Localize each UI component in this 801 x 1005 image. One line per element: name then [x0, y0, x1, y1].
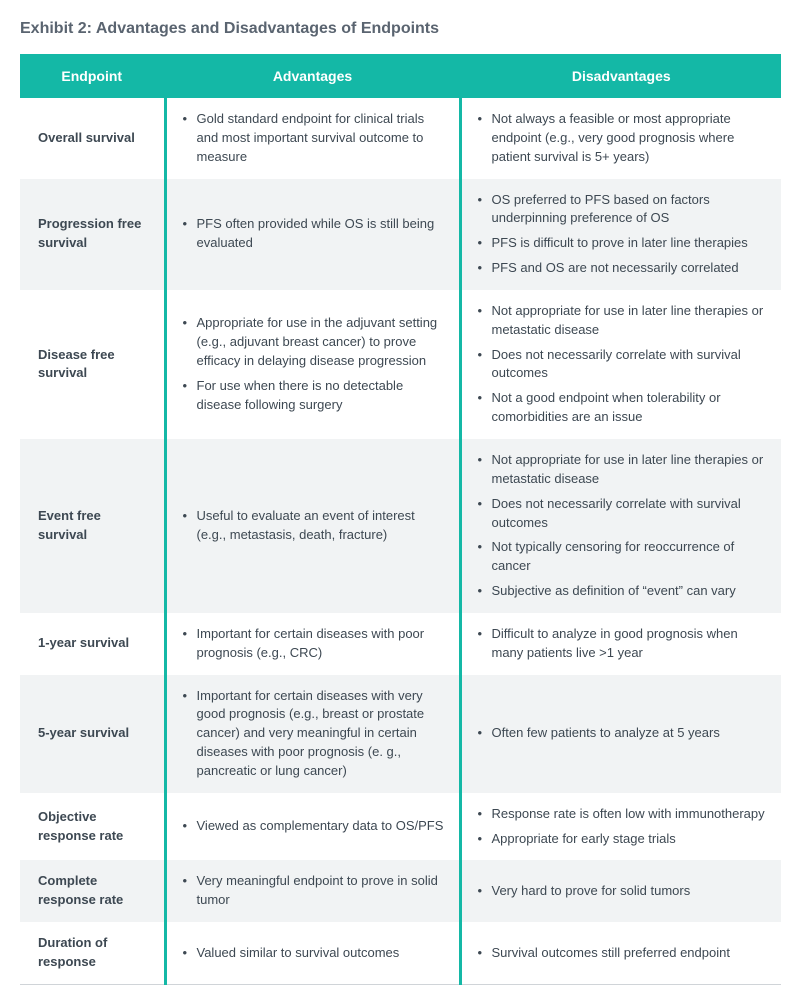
- advantages-cell: Important for certain diseases with very…: [165, 675, 460, 793]
- table-row: Overall survival Gold standard endpoint f…: [20, 98, 781, 179]
- list-item: Not appropriate for use in later line th…: [492, 451, 768, 489]
- list-item: Difficult to analyze in good prognosis w…: [492, 625, 768, 663]
- endpoint-cell: 1-year survival: [20, 613, 165, 675]
- list-item: Gold standard endpoint for clinical tria…: [197, 110, 445, 167]
- endpoint-cell: 5-year survival: [20, 675, 165, 793]
- list-item: OS preferred to PFS based on factors und…: [492, 191, 768, 229]
- advantages-cell: Important for certain diseases with poor…: [165, 613, 460, 675]
- list-item: Often few patients to analyze at 5 years: [492, 724, 768, 743]
- list-item: Does not necessarily correlate with surv…: [492, 346, 768, 384]
- exhibit-title: Exhibit 2: Advantages and Disadvantages …: [20, 20, 781, 38]
- list-item: Subjective as definition of “event” can …: [492, 582, 768, 601]
- list-item: Very meaningful endpoint to prove in sol…: [197, 872, 445, 910]
- disadvantages-cell: Not appropriate for use in later line th…: [460, 290, 781, 439]
- advantages-cell: PFS often provided while OS is still bei…: [165, 179, 460, 290]
- disadvantages-cell: Very hard to prove for solid tumors: [460, 860, 781, 922]
- list-item: For use when there is no detectable dise…: [197, 377, 445, 415]
- disadvantages-cell: Not always a feasible or most appropriat…: [460, 98, 781, 179]
- endpoint-cell: Objective response rate: [20, 793, 165, 861]
- col-header-endpoint: Endpoint: [20, 54, 165, 98]
- advantages-cell: Valued similar to survival outcomes: [165, 922, 460, 984]
- table-row: Objective response rate Viewed as complem…: [20, 793, 781, 861]
- list-item: Important for certain diseases with very…: [197, 687, 445, 781]
- col-header-disadvantages: Disadvantages: [460, 54, 781, 98]
- list-item: Survival outcomes still preferred endpoi…: [492, 944, 768, 963]
- table-header-row: Endpoint Advantages Disadvantages: [20, 54, 781, 98]
- table-row: Complete response rate Very meaningful en…: [20, 860, 781, 922]
- list-item: Important for certain diseases with poor…: [197, 625, 445, 663]
- disadvantages-cell: Response rate is often low with immunoth…: [460, 793, 781, 861]
- disadvantages-cell: OS preferred to PFS based on factors und…: [460, 179, 781, 290]
- list-item: Response rate is often low with immunoth…: [492, 805, 768, 824]
- list-item: Does not necessarily correlate with surv…: [492, 495, 768, 533]
- list-item: Not typically censoring for reoccurrence…: [492, 538, 768, 576]
- list-item: Not always a feasible or most appropriat…: [492, 110, 768, 167]
- table-row: Event free survival Useful to evaluate an…: [20, 439, 781, 613]
- advantages-cell: Gold standard endpoint for clinical tria…: [165, 98, 460, 179]
- endpoint-cell: Overall survival: [20, 98, 165, 179]
- table-row: Duration of response Valued similar to su…: [20, 922, 781, 984]
- disadvantages-cell: Survival outcomes still preferred endpoi…: [460, 922, 781, 984]
- table-row: 1-year survival Important for certain dis…: [20, 613, 781, 675]
- list-item: PFS often provided while OS is still bei…: [197, 215, 445, 253]
- table-row: Progression free survival PFS often provi…: [20, 179, 781, 290]
- advantages-cell: Very meaningful endpoint to prove in sol…: [165, 860, 460, 922]
- list-item: Useful to evaluate an event of interest …: [197, 507, 445, 545]
- list-item: Appropriate for early stage trials: [492, 830, 768, 849]
- endpoint-cell: Progression free survival: [20, 179, 165, 290]
- advantages-cell: Appropriate for use in the adjuvant sett…: [165, 290, 460, 439]
- endpoint-cell: Event free survival: [20, 439, 165, 613]
- table-row: Disease free survival Appropriate for use…: [20, 290, 781, 439]
- endpoints-table: Endpoint Advantages Disadvantages Overal…: [20, 54, 781, 985]
- endpoint-cell: Complete response rate: [20, 860, 165, 922]
- list-item: PFS is difficult to prove in later line …: [492, 234, 768, 253]
- disadvantages-cell: Often few patients to analyze at 5 years: [460, 675, 781, 793]
- list-item: Viewed as complementary data to OS/PFS: [197, 817, 445, 836]
- advantages-cell: Useful to evaluate an event of interest …: [165, 439, 460, 613]
- list-item: PFS and OS are not necessarily correlate…: [492, 259, 768, 278]
- list-item: Valued similar to survival outcomes: [197, 944, 445, 963]
- list-item: Very hard to prove for solid tumors: [492, 882, 768, 901]
- disadvantages-cell: Difficult to analyze in good prognosis w…: [460, 613, 781, 675]
- table-row: 5-year survival Important for certain dis…: [20, 675, 781, 793]
- endpoint-cell: Duration of response: [20, 922, 165, 984]
- list-item: Not a good endpoint when tolerability or…: [492, 389, 768, 427]
- list-item: Not appropriate for use in later line th…: [492, 302, 768, 340]
- list-item: Appropriate for use in the adjuvant sett…: [197, 314, 445, 371]
- disadvantages-cell: Not appropriate for use in later line th…: [460, 439, 781, 613]
- endpoint-cell: Disease free survival: [20, 290, 165, 439]
- advantages-cell: Viewed as complementary data to OS/PFS: [165, 793, 460, 861]
- col-header-advantages: Advantages: [165, 54, 460, 98]
